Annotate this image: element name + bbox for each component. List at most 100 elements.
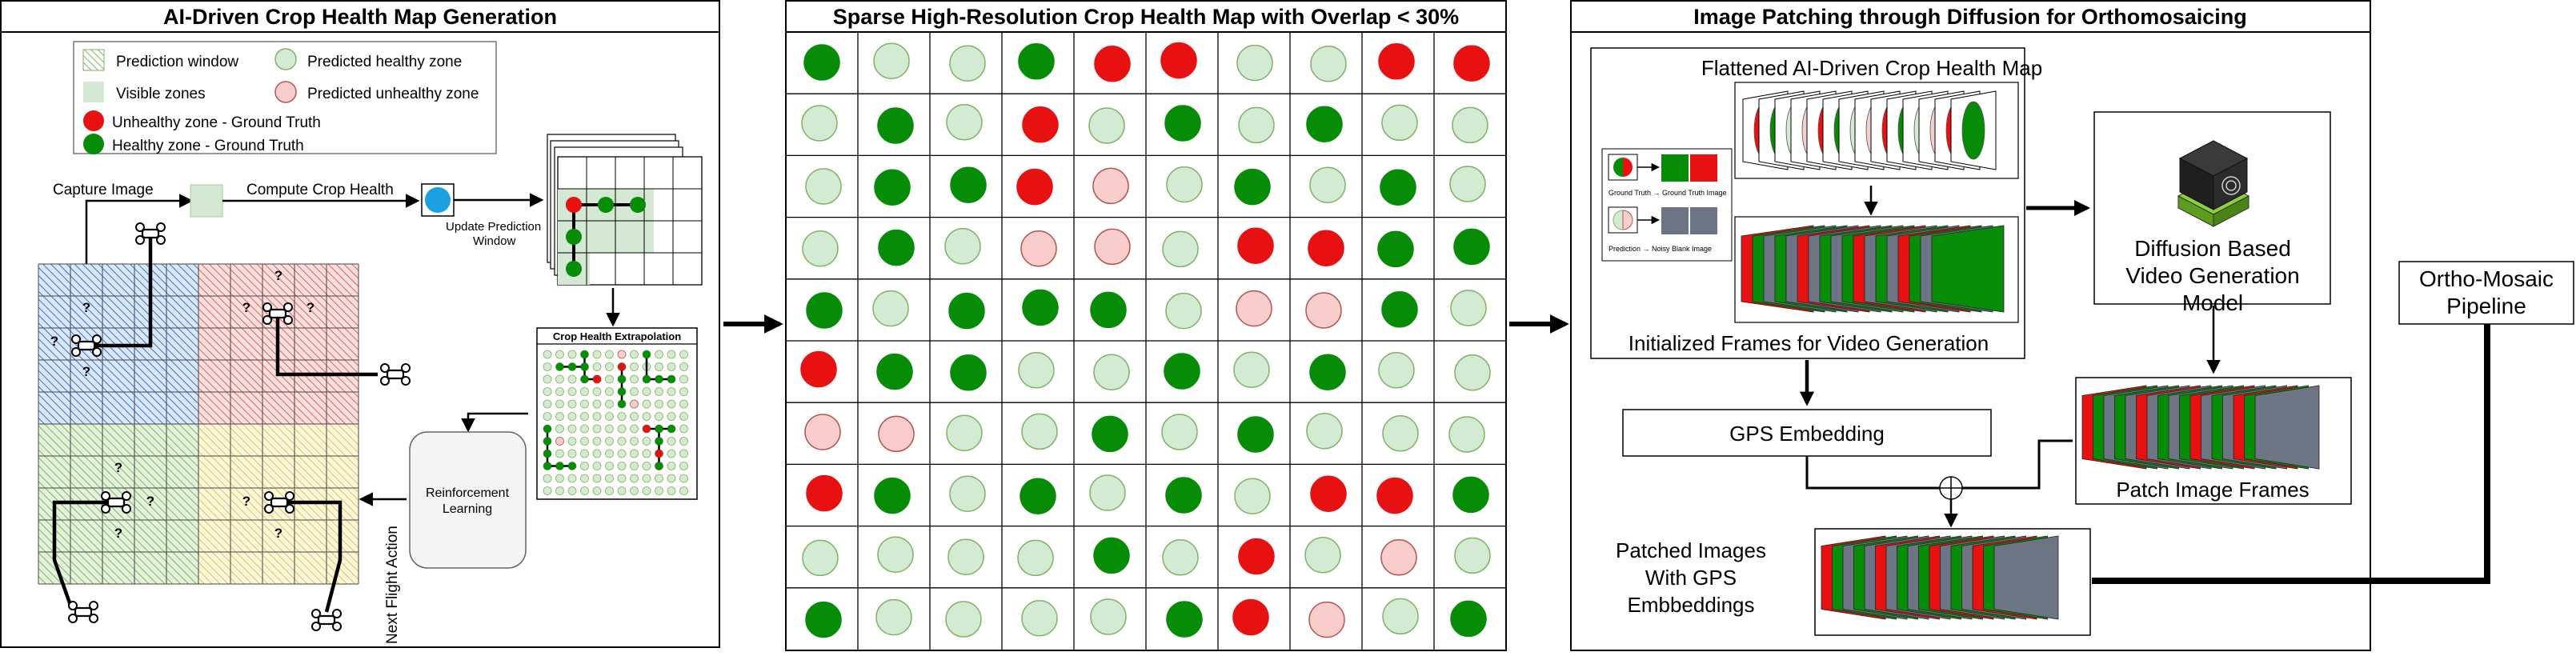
healthy-zone-marker (667, 425, 675, 433)
predicted-healthy-marker (630, 362, 639, 371)
predicted-healthy-marker (592, 462, 602, 470)
predicted-healthy-marker (1165, 292, 1202, 330)
legend-unhealthy-gt: Unhealthy zone - Ground Truth (112, 114, 321, 131)
healthy-zone-marker (1309, 354, 1346, 390)
predicted-healthy-marker (567, 437, 577, 446)
healthy-zone-marker (874, 477, 911, 514)
panel2-title: Sparse High-Resolution Crop Health Map w… (833, 5, 1459, 29)
predicted-unhealthy-marker (878, 415, 915, 453)
predicted-healthy-marker (667, 362, 676, 371)
panel-sparse-health-map: Sparse High-Resolution Crop Health Map w… (785, 0, 1507, 651)
predicted-healthy-marker (679, 449, 688, 458)
predicted-healthy-marker (1381, 104, 1418, 142)
predicted-healthy-marker (580, 449, 589, 458)
predicted-healthy-marker (642, 474, 651, 483)
predicted-unhealthy-marker (617, 350, 627, 359)
unknown-mark: ? (50, 334, 58, 349)
healthy-zone-marker (950, 354, 987, 391)
predicted-healthy-marker (642, 399, 651, 409)
healthy-zone-marker (1018, 43, 1055, 80)
predicted-healthy-marker (1309, 166, 1346, 203)
video-frame (1993, 535, 2059, 620)
drone-icon (135, 222, 166, 245)
predicted-healthy-marker (567, 374, 577, 384)
healthy-zone-marker (948, 292, 985, 330)
predicted-healthy-marker (580, 412, 589, 421)
predicted-healthy-marker (667, 474, 676, 483)
predicted-healthy-marker (1382, 598, 1419, 635)
unhealthy-zone-marker (593, 375, 601, 383)
unhealthy-zone-marker (655, 450, 663, 458)
predicted-healthy-marker (555, 412, 564, 421)
predicted-healthy-marker (617, 449, 627, 458)
predicted-healthy-marker (543, 474, 552, 483)
crop-health-extrapolation: Crop Health Extrapolation (536, 327, 698, 500)
predicted-healthy-marker (655, 350, 663, 359)
healthy-zone-marker (1165, 477, 1202, 514)
healthy-zone-marker (598, 197, 614, 213)
healthy-zone-marker (655, 425, 663, 433)
unhealthy-zone-marker (1160, 42, 1197, 79)
predicted-healthy-marker (617, 474, 627, 483)
legend-visible-zones: Visible zones (116, 86, 206, 102)
predicted-healthy-marker (605, 486, 614, 495)
unhealthy-zone-marker (1232, 598, 1269, 636)
predicted-healthy-marker (617, 412, 627, 421)
unhealthy-zone-marker (1376, 477, 1413, 514)
healthy-zone-marker (1381, 291, 1418, 328)
predicted-healthy-marker (605, 399, 614, 409)
predicted-healthy-marker (605, 387, 614, 396)
predicted-healthy-marker (667, 486, 676, 495)
predicted-healthy-marker (567, 350, 577, 359)
predicted-healthy-marker (580, 474, 589, 483)
predicted-healthy-marker (617, 424, 627, 434)
predicted-healthy-marker (1090, 598, 1127, 635)
predicted-healthy-marker (567, 449, 577, 458)
predicted-healthy-marker (1310, 46, 1347, 82)
predicted-healthy-marker (580, 387, 589, 396)
predicted-healthy-marker (946, 414, 983, 451)
healthy-zone-marker (1166, 601, 1203, 638)
predicted-healthy-marker (617, 462, 627, 470)
predicted-healthy-marker (949, 45, 986, 82)
predicted-healthy-marker (945, 601, 982, 638)
predicted-healthy-marker (592, 437, 602, 446)
predicted-healthy-marker (580, 462, 589, 470)
predicted-unhealthy-marker (1094, 228, 1131, 266)
healthy-zone-marker (877, 107, 914, 144)
legend: Prediction window Visible zones Predicte… (73, 41, 497, 154)
predicted-unhealthy-marker (1092, 167, 1129, 205)
predicted-healthy-marker (617, 437, 627, 446)
predicted-healthy-marker (1382, 415, 1419, 452)
predicted-healthy-marker (1454, 537, 1491, 574)
predicted-healthy-marker (592, 399, 602, 409)
predicted-healthy-marker (805, 168, 842, 205)
predicted-healthy-marker (1454, 354, 1491, 391)
predicted-healthy-marker (555, 387, 564, 396)
predicted-healthy-marker (1234, 478, 1271, 514)
predicted-unhealthy-marker (555, 437, 564, 446)
healthy-zone-marker (580, 375, 589, 383)
predicted-healthy-marker (1021, 600, 1058, 637)
drone-position-icon (425, 187, 451, 213)
predicted-healthy-marker (655, 362, 663, 371)
predicted-healthy-marker (642, 449, 651, 458)
legend-predicted-healthy: Predicted healthy zone (307, 54, 462, 70)
predicted-healthy-marker (679, 462, 688, 470)
predicted-healthy-marker (592, 486, 602, 495)
gps-embedding-label: GPS Embedding (1729, 422, 1885, 446)
patched-label-3: Embbeddings (1628, 593, 1755, 617)
predicted-healthy-marker (630, 474, 639, 483)
healthy-zone-marker (580, 350, 589, 358)
predicted-healthy-marker (655, 412, 663, 421)
predicted-healthy-marker (679, 399, 688, 409)
healthy-zone-marker (555, 362, 564, 371)
healthy-zone-marker (543, 462, 551, 470)
predicted-healthy-marker (1161, 414, 1198, 450)
predicted-unhealthy-marker (630, 399, 639, 409)
healthy-zone-marker (566, 261, 582, 277)
predicted-healthy-marker (592, 449, 602, 458)
healthy-zone-marker (543, 437, 551, 446)
legend-unhealthy-gt-swatch (83, 110, 104, 131)
predicted-healthy-marker (873, 42, 910, 79)
